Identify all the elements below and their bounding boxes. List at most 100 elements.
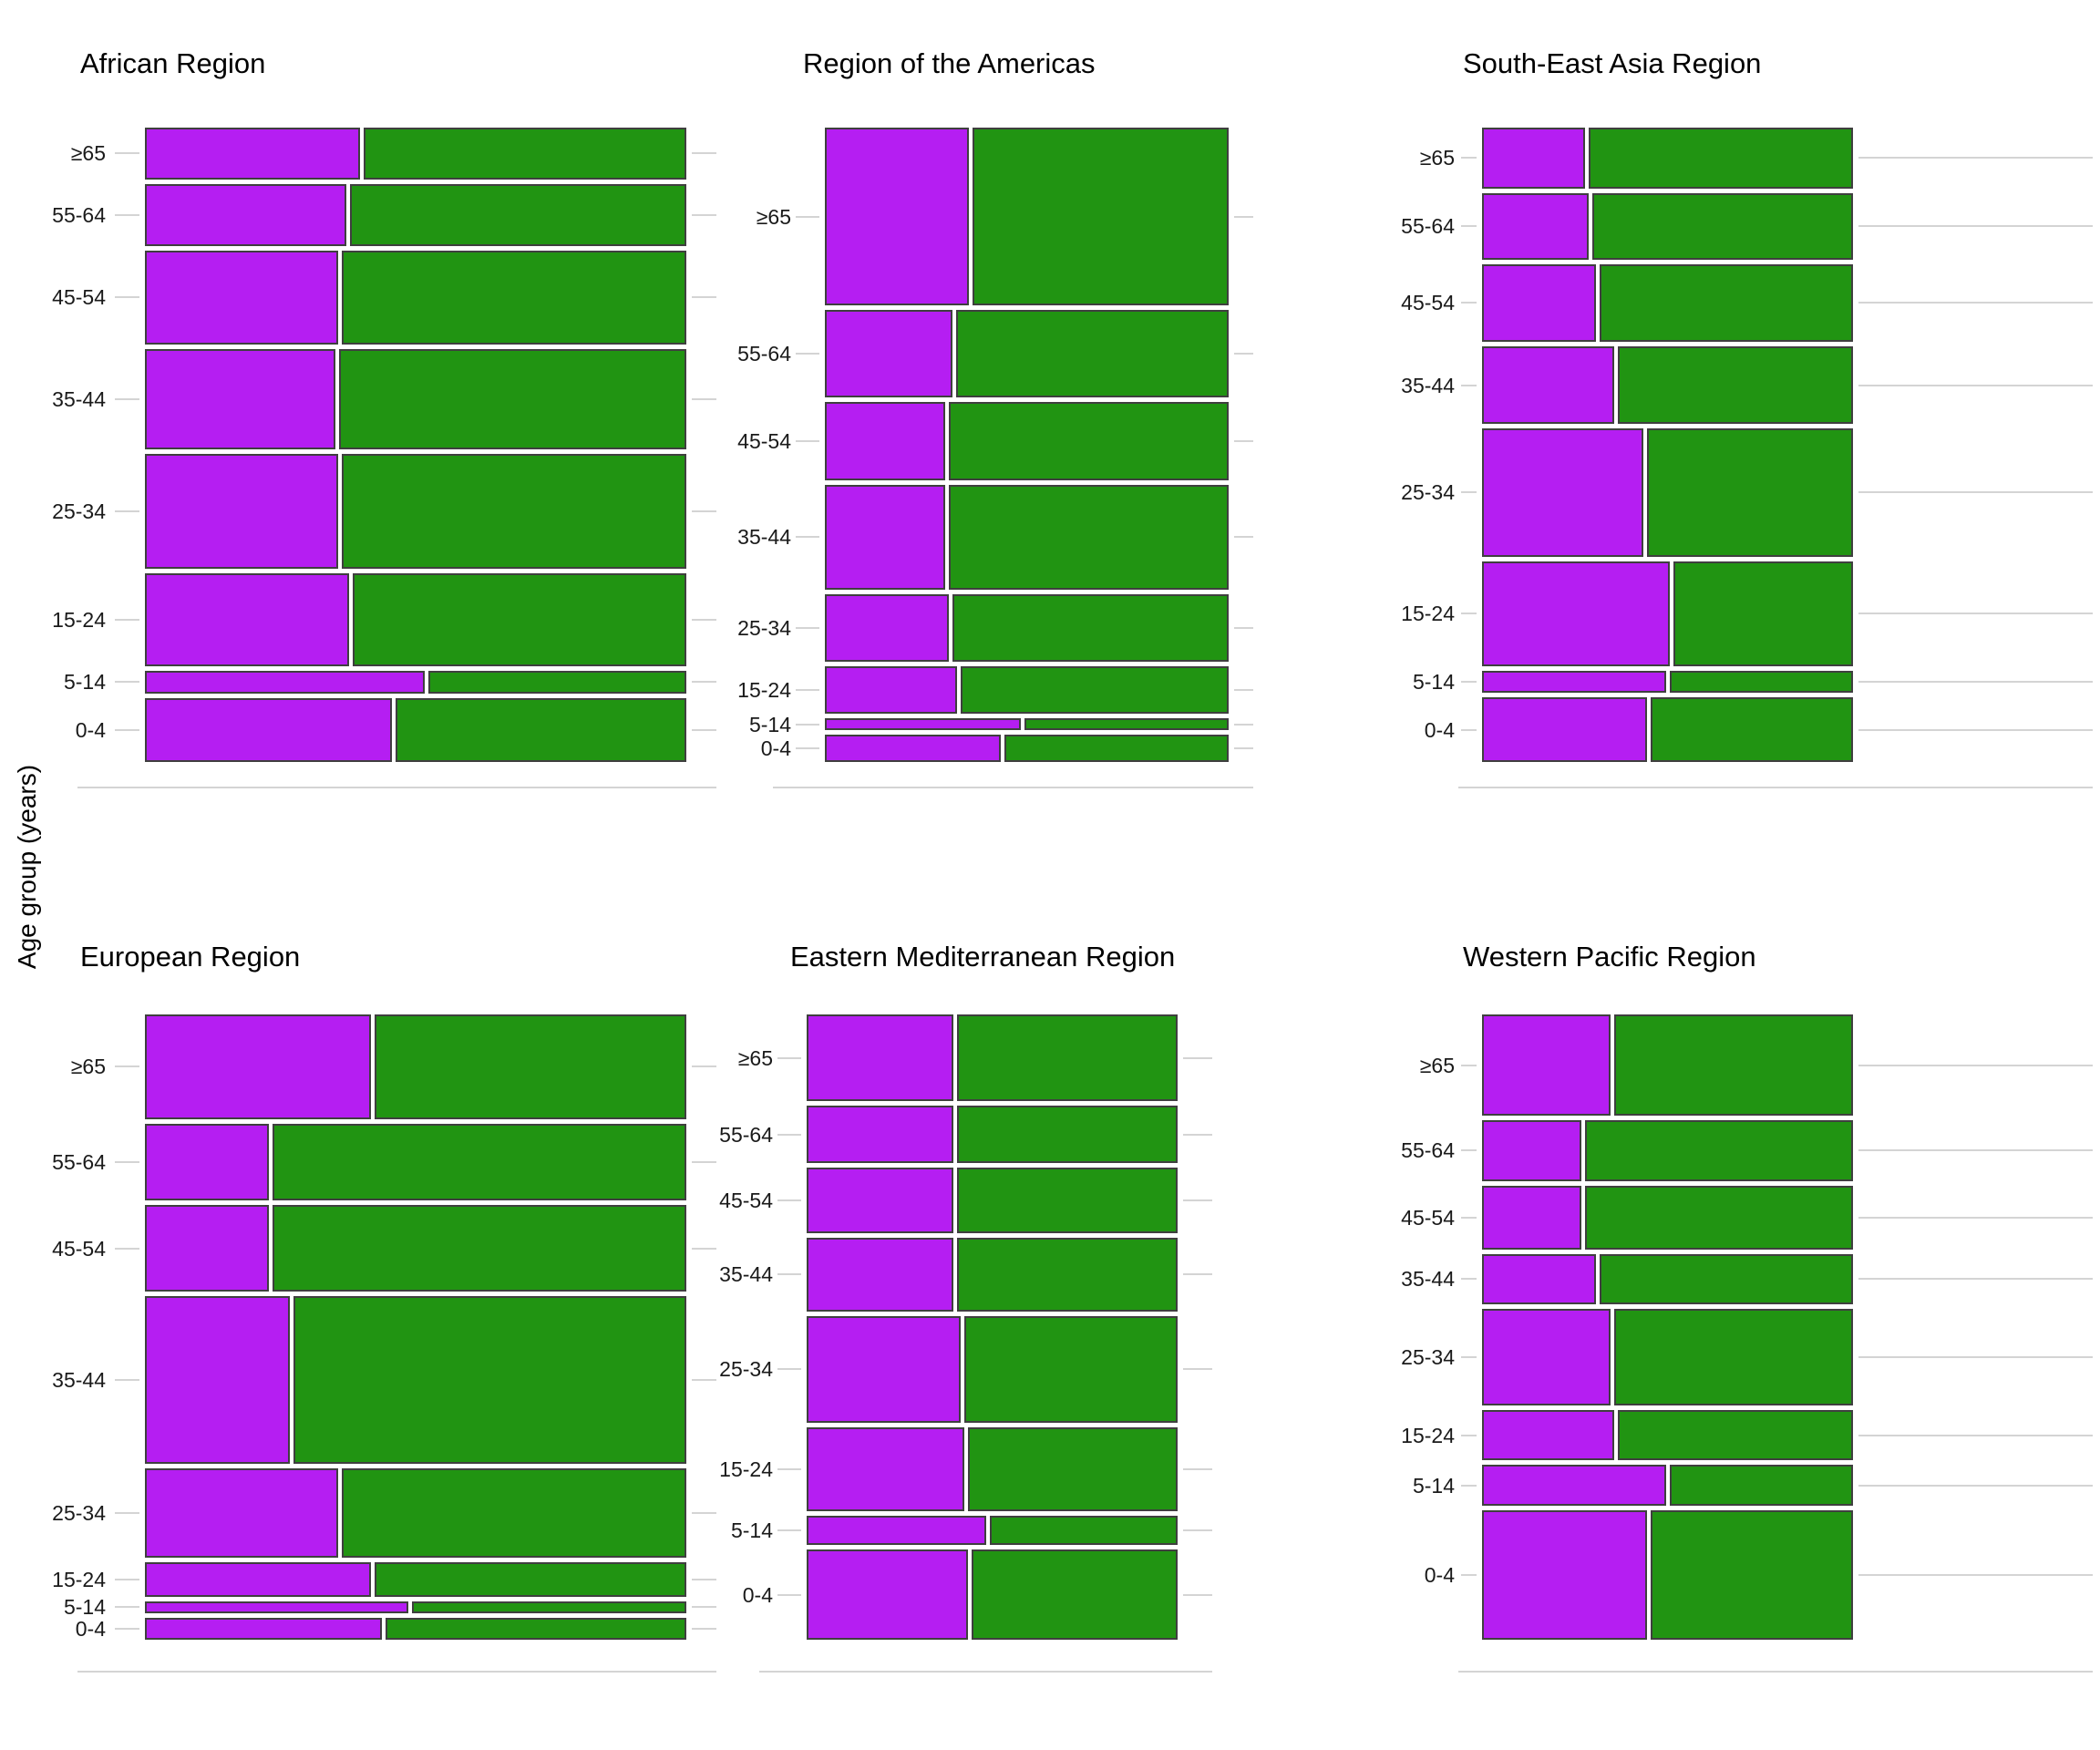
gridline (115, 1379, 139, 1382)
gridline (1461, 491, 1477, 494)
axis-baseline (773, 787, 1253, 788)
bar-segment-green (342, 250, 686, 345)
bar-segment-green (960, 665, 1229, 714)
bar-segment-green (385, 1617, 686, 1640)
bar-segment-green (293, 1295, 686, 1465)
gridline (1461, 728, 1477, 731)
bar-segment-green (1618, 1410, 1853, 1461)
bar-segment-purple (145, 1205, 269, 1292)
gridline (1183, 1133, 1212, 1136)
gridline (115, 1247, 139, 1250)
bar-segment-green (374, 1014, 686, 1119)
panel-title: Region of the Americas (803, 47, 1096, 79)
age-tick-label: 15-24 (719, 1457, 773, 1481)
bar-segment-purple (825, 402, 945, 481)
gridline (1858, 225, 2093, 228)
gridline (1461, 1484, 1477, 1487)
gridline (1461, 1434, 1477, 1436)
age-tick-label: 25-34 (1401, 1345, 1455, 1370)
gridline (1858, 1149, 2093, 1152)
gridline (1183, 1056, 1212, 1059)
gridline (692, 510, 716, 512)
bar-segment-purple (145, 1601, 409, 1613)
gridline (115, 728, 139, 731)
gridline (692, 397, 716, 400)
age-tick-label: 25-34 (737, 615, 791, 640)
bar-segment-green (396, 697, 686, 762)
age-tick-label: 15-24 (1401, 602, 1455, 626)
bar-segment-green (1584, 1185, 1853, 1250)
age-tick-label: 25-34 (52, 1501, 106, 1526)
gridline (1183, 1368, 1212, 1371)
gridline (115, 1161, 139, 1164)
gridline (1461, 157, 1477, 160)
bar-segment-purple (1482, 1185, 1581, 1250)
gridline (115, 213, 139, 216)
gridline (1234, 215, 1253, 218)
bar-segment-purple (1482, 192, 1589, 260)
bar-segment-purple (1482, 263, 1596, 342)
gridline (796, 353, 819, 355)
gridline (692, 1627, 716, 1630)
gridline (1461, 612, 1477, 615)
age-tick-label: 15-24 (737, 677, 791, 702)
gridline (1234, 536, 1253, 539)
age-tick-label: 15-24 (1401, 1423, 1455, 1447)
gridline (692, 1065, 716, 1068)
age-tick-label: 15-24 (52, 607, 106, 632)
bar-segment-purple (145, 1468, 339, 1559)
gridline (1858, 1356, 2093, 1359)
gridline (1234, 747, 1253, 750)
bar-segment-green (957, 1238, 1178, 1312)
age-tick-label: 55-64 (737, 342, 791, 366)
gridline (796, 688, 819, 691)
age-tick-label: 45-54 (1401, 1205, 1455, 1230)
bar-segment-green (973, 128, 1229, 306)
gridline (777, 1199, 801, 1202)
gridline (692, 152, 716, 155)
bar-segment-green (272, 1123, 686, 1201)
bar-segment-purple (825, 485, 945, 590)
age-tick-label: 5-14 (1412, 670, 1455, 695)
gridline (692, 1379, 716, 1382)
bar-segment-green (342, 453, 686, 570)
age-tick-label: 5-14 (1412, 1473, 1455, 1498)
bar-segment-purple (145, 128, 360, 180)
gridline (1858, 157, 2093, 160)
bar-segment-green (1669, 671, 1853, 694)
bar-segment-purple (145, 349, 336, 449)
bar-segment-green (1614, 1014, 1853, 1117)
bar-segment-green (1651, 697, 1853, 762)
bar-segment-green (1591, 192, 1853, 260)
gridline (115, 296, 139, 299)
gridline (692, 296, 716, 299)
gridline (692, 1161, 716, 1164)
bar-segment-green (339, 349, 686, 449)
age-tick-label: 55-64 (1401, 1138, 1455, 1163)
bar-segment-purple (807, 1014, 954, 1102)
age-tick-label: 45-54 (719, 1189, 773, 1213)
gridline (1461, 225, 1477, 228)
age-tick-label: 55-64 (1401, 214, 1455, 239)
bar-segment-purple (1482, 1465, 1666, 1507)
gridline (115, 152, 139, 155)
bar-segment-purple (807, 1516, 987, 1546)
age-tick-label: 0-4 (760, 736, 791, 761)
age-tick-label: ≥65 (70, 1055, 106, 1079)
bar-segment-purple (1482, 128, 1585, 189)
panel-title: South-East Asia Region (1463, 47, 1762, 79)
bar-segment-purple (145, 573, 350, 666)
gridline (1461, 302, 1477, 304)
bar-segment-purple (145, 1014, 371, 1119)
gridline (777, 1273, 801, 1276)
gridline (115, 1606, 139, 1609)
age-tick-label: 55-64 (52, 1150, 106, 1175)
bar-segment-green (957, 1106, 1178, 1164)
gridline (1858, 1216, 2093, 1219)
bar-segment-green (956, 310, 1229, 398)
age-tick-label: 45-54 (737, 429, 791, 454)
bar-segment-green (1588, 128, 1853, 189)
gridline (796, 747, 819, 750)
axis-baseline (1458, 1671, 2093, 1673)
